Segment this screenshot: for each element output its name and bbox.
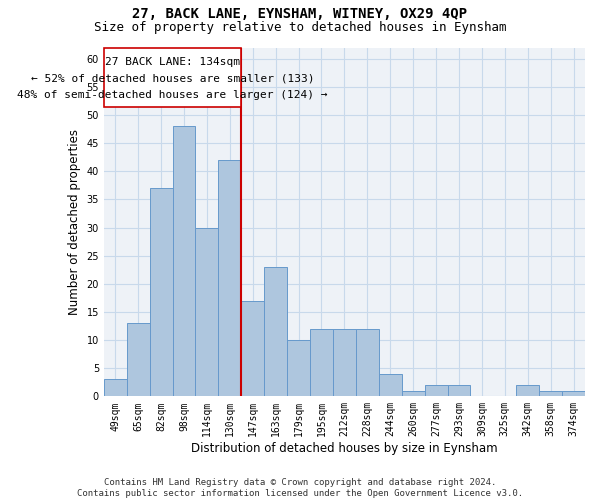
X-axis label: Distribution of detached houses by size in Eynsham: Distribution of detached houses by size … [191, 442, 498, 455]
Text: 27, BACK LANE, EYNSHAM, WITNEY, OX29 4QP: 27, BACK LANE, EYNSHAM, WITNEY, OX29 4QP [133, 8, 467, 22]
Bar [104, 380, 127, 396]
Bar [149, 188, 173, 396]
Bar [196, 228, 218, 396]
Text: Contains HM Land Registry data © Crown copyright and database right 2024.
Contai: Contains HM Land Registry data © Crown c… [77, 478, 523, 498]
Bar [127, 323, 149, 396]
Bar [562, 390, 585, 396]
Bar [539, 390, 562, 396]
Bar [448, 385, 470, 396]
Y-axis label: Number of detached properties: Number of detached properties [68, 129, 81, 315]
Bar [379, 374, 401, 396]
Bar [425, 385, 448, 396]
Bar [356, 329, 379, 396]
Bar [287, 340, 310, 396]
Bar [516, 385, 539, 396]
Bar [173, 126, 196, 396]
Text: ← 52% of detached houses are smaller (133): ← 52% of detached houses are smaller (13… [31, 73, 314, 83]
Text: 27 BACK LANE: 134sqm: 27 BACK LANE: 134sqm [105, 58, 240, 68]
Bar [264, 267, 287, 396]
Bar [218, 160, 241, 396]
Bar [401, 390, 425, 396]
Text: Size of property relative to detached houses in Eynsham: Size of property relative to detached ho… [94, 21, 506, 34]
Bar [333, 329, 356, 396]
FancyBboxPatch shape [104, 48, 241, 106]
Bar [310, 329, 333, 396]
Bar [241, 300, 264, 396]
Text: 48% of semi-detached houses are larger (124) →: 48% of semi-detached houses are larger (… [17, 90, 328, 100]
